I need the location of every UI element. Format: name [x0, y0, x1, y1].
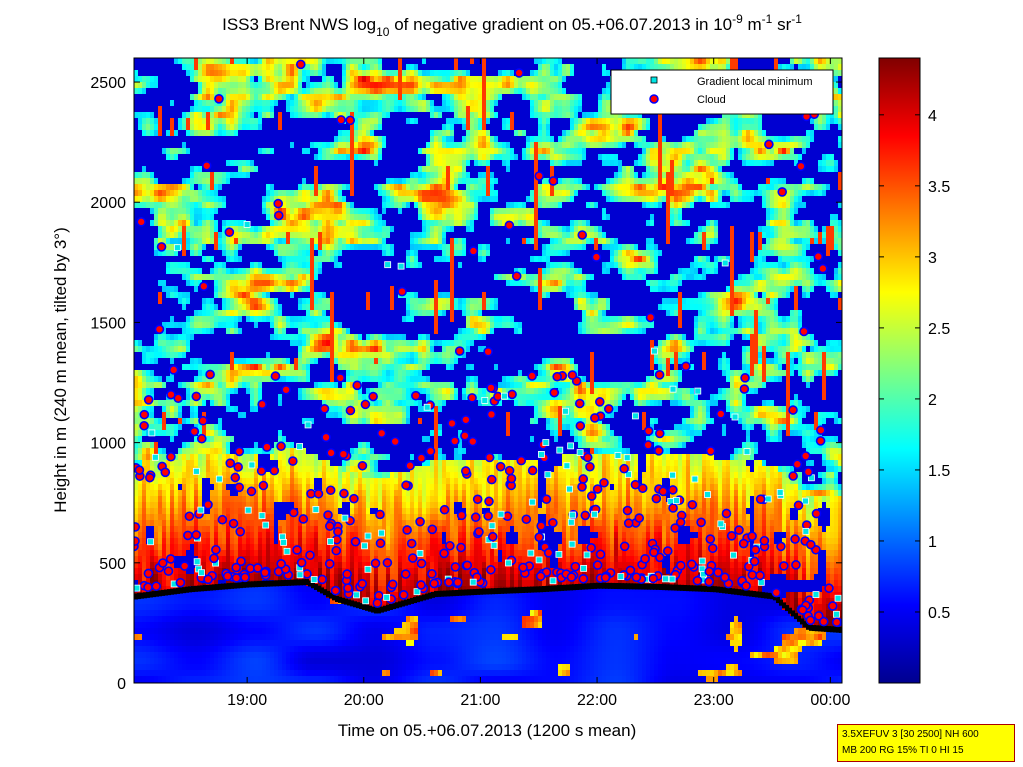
x-axis-label: Time on 05.+06.07.2013 (1200 s mean) [338, 721, 636, 740]
colorbar-tick-label: 3.5 [928, 179, 950, 196]
colorbar-ticks: 0.5 1 1.5 2 2.5 3 3.5 4 [879, 108, 950, 622]
plot-frame [133, 57, 843, 684]
legend-entry-cloud: Cloud [697, 94, 726, 106]
x-tick-label: 00:00 [810, 692, 850, 709]
legend-box [610, 69, 834, 115]
colorbar: 0.5 1 1.5 2 2.5 3 3.5 4 [878, 57, 950, 684]
infobox-line-1: 3.5XEFUV 3 [30 2500] NH 600 [842, 729, 979, 740]
colorbar-tick-label: 4 [928, 108, 937, 125]
y-tick-label: 0 [117, 676, 126, 693]
y-axis-label: Height in m (240 m mean, tilted by 3°) [51, 227, 70, 513]
legend-square-marker [650, 76, 658, 84]
legend-circle-marker [649, 94, 659, 104]
colorbar-tick-label: 1.5 [928, 463, 950, 480]
x-axis: 19:00 20:00 21:00 22:00 23:00 00:00 [227, 58, 850, 709]
heatmap-area [134, 58, 842, 683]
y-tick-label: 2500 [90, 75, 126, 92]
markers [134, 59, 842, 633]
y-tick-label: 500 [99, 556, 126, 573]
y-tick-label: 1000 [90, 436, 126, 453]
colorbar-gradient [878, 57, 921, 684]
y-tick-label: 2000 [90, 195, 126, 212]
chart-title: ISS3 Brent NWS log10 of negative gradien… [222, 12, 802, 39]
infobox-line-2: MB 200 RG 15% TI 0 HI 15 [842, 745, 964, 756]
x-tick-label: 20:00 [344, 692, 384, 709]
parameter-infobox: 3.5XEFUV 3 [30 2500] NH 600 MB 200 RG 15… [837, 724, 1015, 762]
y-tick-label: 1500 [90, 315, 126, 332]
x-tick-label: 19:00 [227, 692, 267, 709]
x-tick-label: 21:00 [460, 692, 500, 709]
y-axis: 0 500 1000 1500 2000 2500 [90, 75, 842, 693]
colorbar-tick-label: 0.5 [928, 605, 950, 622]
x-tick-label: 22:00 [577, 692, 617, 709]
colorbar-tick-label: 2.5 [928, 321, 950, 338]
x-tick-label: 23:00 [694, 692, 734, 709]
colorbar-tick-label: 1 [928, 534, 937, 551]
colorbar-tick-label: 3 [928, 250, 937, 267]
legend-entry-gradient: Gradient local minimum [697, 76, 813, 88]
colorbar-tick-label: 2 [928, 392, 937, 409]
legend: Gradient local minimum Cloud [610, 69, 834, 115]
